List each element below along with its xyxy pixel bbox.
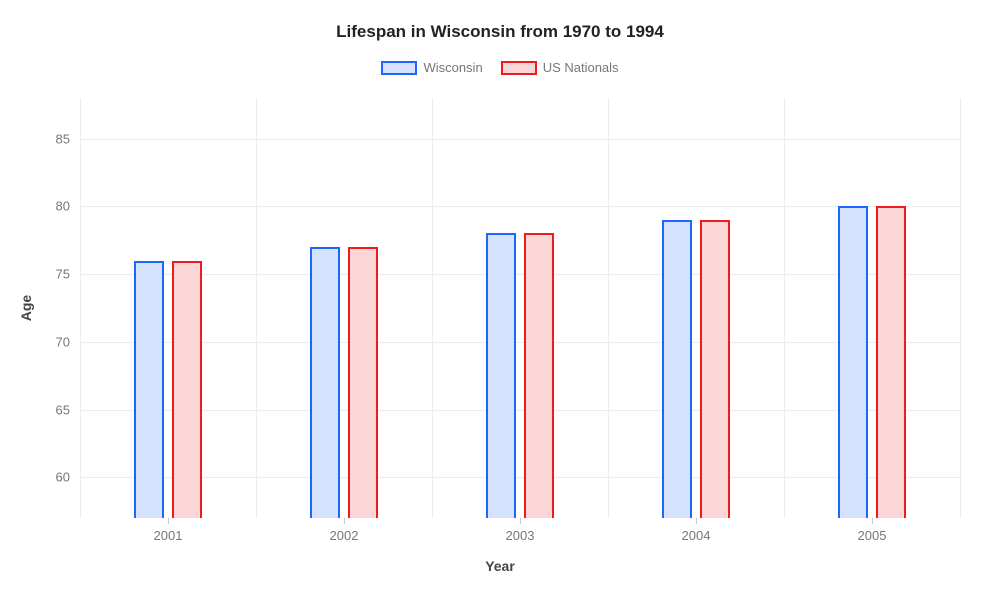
gridline-horizontal [80,274,960,275]
x-tick-label: 2004 [682,528,711,543]
x-axis-title: Year [485,558,515,574]
y-tick-label: 65 [56,402,70,417]
gridline-vertical [784,98,785,518]
gridline-horizontal [80,477,960,478]
legend-swatch [501,61,537,75]
bar [662,220,692,518]
bar [310,247,340,518]
legend-item: US Nationals [501,60,619,75]
legend-item: Wisconsin [381,60,482,75]
gridline-horizontal [80,342,960,343]
bar [876,206,906,518]
legend-swatch [381,61,417,75]
y-tick-label: 85 [56,131,70,146]
gridline-vertical [256,98,257,518]
bar [134,261,164,518]
chart-title: Lifespan in Wisconsin from 1970 to 1994 [0,22,1000,42]
plot-inner: 60657075808520012002200320042005 [80,98,960,518]
x-tick-mark [344,518,345,524]
x-tick-label: 2003 [506,528,535,543]
gridline-horizontal [80,410,960,411]
bar [486,233,516,518]
x-tick-label: 2005 [858,528,887,543]
y-axis-title: Age [18,295,34,321]
gridline-vertical [432,98,433,518]
gridline-vertical [960,98,961,518]
bar [348,247,378,518]
y-tick-label: 75 [56,267,70,282]
bar [700,220,730,518]
y-tick-label: 80 [56,199,70,214]
gridline-vertical [608,98,609,518]
gridline-horizontal [80,139,960,140]
legend: Wisconsin US Nationals [0,60,1000,75]
chart-container: Lifespan in Wisconsin from 1970 to 1994 … [0,0,1000,600]
gridline-vertical [80,98,81,518]
x-tick-mark [696,518,697,524]
y-tick-label: 60 [56,470,70,485]
x-tick-label: 2002 [330,528,359,543]
y-tick-label: 70 [56,334,70,349]
gridline-horizontal [80,206,960,207]
x-tick-mark [872,518,873,524]
bar [838,206,868,518]
legend-label: Wisconsin [423,60,482,75]
x-tick-mark [520,518,521,524]
legend-label: US Nationals [543,60,619,75]
bar [172,261,202,518]
bar [524,233,554,518]
x-tick-mark [168,518,169,524]
plot-area: 60657075808520012002200320042005 [80,98,960,518]
x-tick-label: 2001 [154,528,183,543]
